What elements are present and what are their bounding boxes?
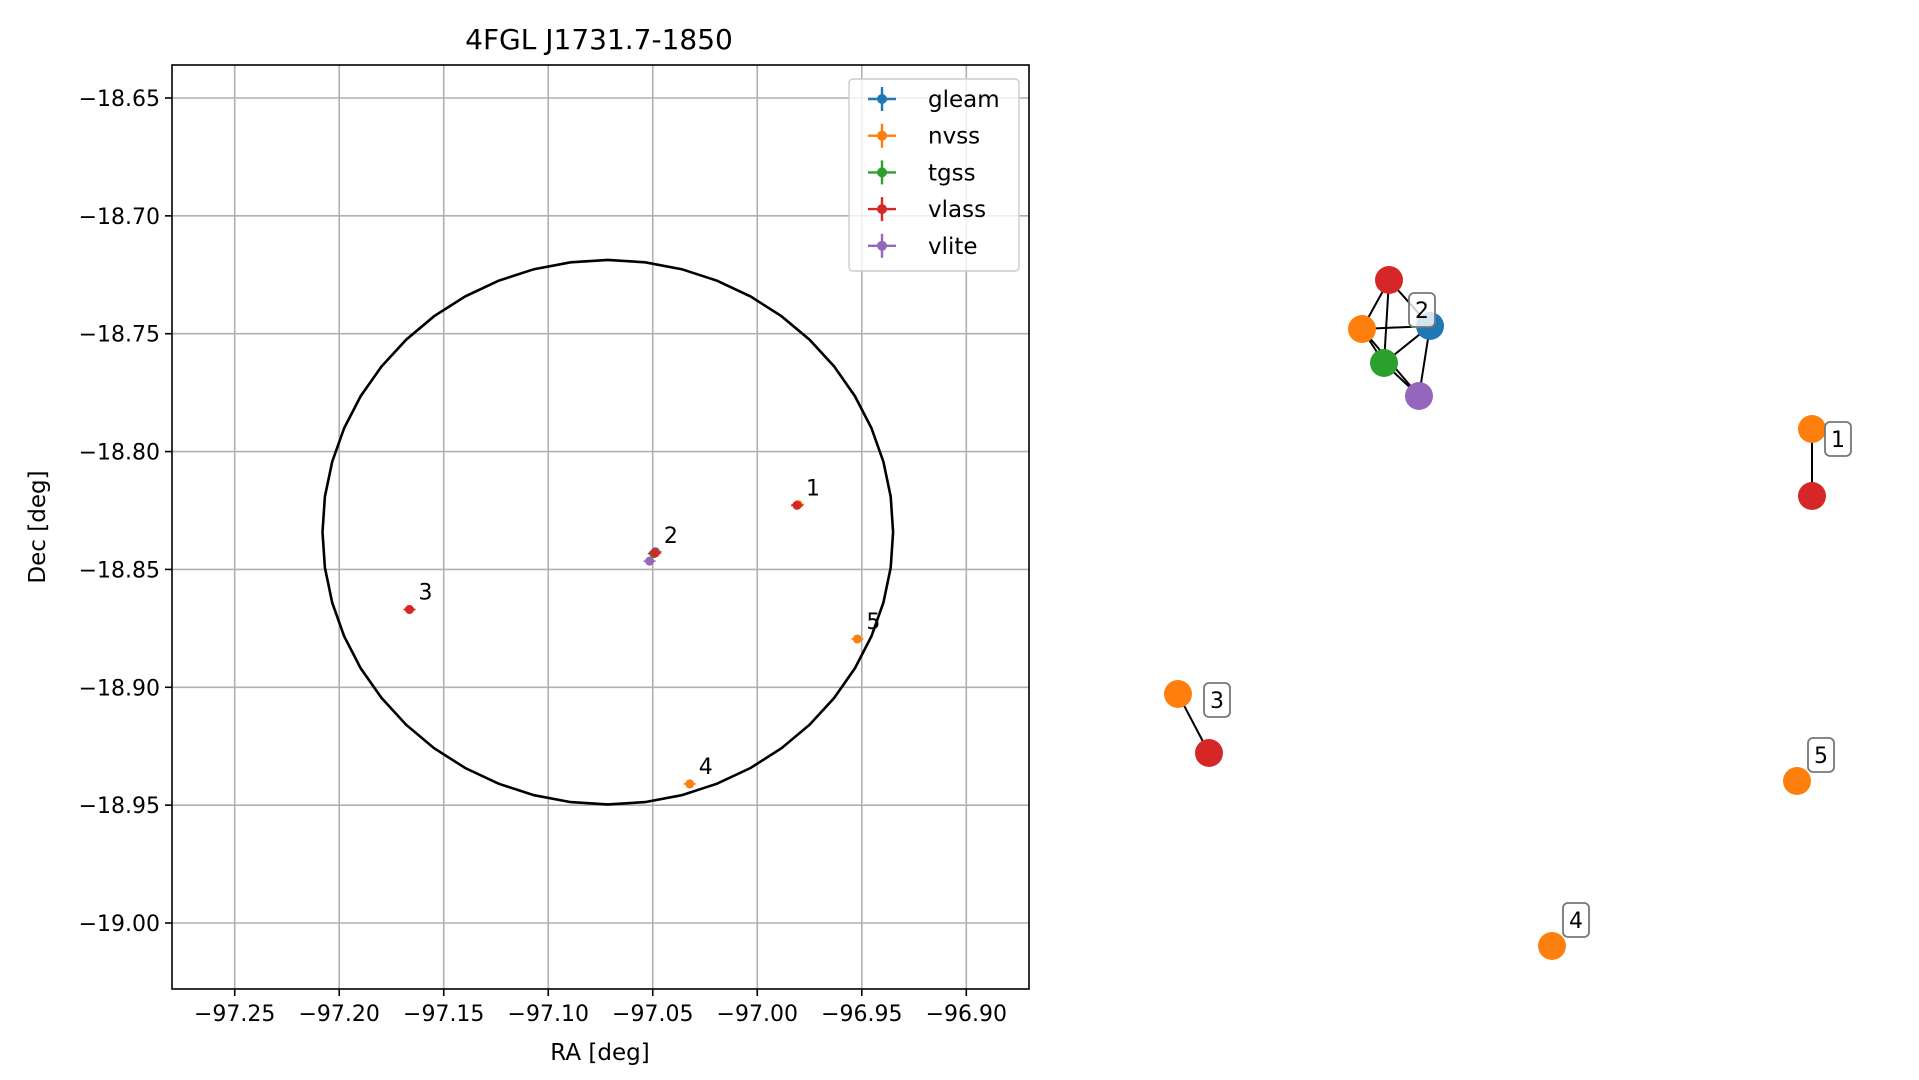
graph-node-vlass xyxy=(1798,482,1826,510)
x-axis-label: RA [deg] xyxy=(550,1040,649,1066)
x-tick-label: −97.15 xyxy=(403,1002,484,1027)
source-point-nvss xyxy=(683,779,696,789)
source-point-vlass xyxy=(648,548,661,558)
y-axis-label: Dec [deg] xyxy=(25,470,51,583)
y-tick-label: −18.85 xyxy=(79,558,160,583)
graph-group-label: 3 xyxy=(1203,682,1231,718)
source-point-vlass xyxy=(403,605,416,614)
graph-group-label: 4 xyxy=(1562,902,1590,938)
y-tick-label: −18.95 xyxy=(79,794,160,819)
graph-node-nvss xyxy=(1783,767,1811,795)
graph-node-nvss xyxy=(1798,415,1826,443)
graph-node-vlite xyxy=(1405,382,1433,410)
source-point-nvss xyxy=(851,634,864,644)
x-tick-label: −97.05 xyxy=(612,1002,693,1027)
legend-entry-gleam: gleam xyxy=(868,87,1000,113)
legend-entry-nvss: nvss xyxy=(868,123,980,150)
y-tick-label: −18.90 xyxy=(79,676,160,701)
source-annotation: 1 xyxy=(806,476,820,501)
source-point-vlass xyxy=(790,500,803,510)
legend-label: vlite xyxy=(928,234,978,260)
grid xyxy=(172,65,1029,989)
graph-node-tgss xyxy=(1370,349,1398,377)
legend-frame xyxy=(848,78,1020,272)
graph-edges xyxy=(1177,279,1813,754)
legend-label: nvss xyxy=(928,124,980,150)
graph-group-label: 2 xyxy=(1408,292,1436,328)
svg-text:2: 2 xyxy=(1415,299,1429,324)
localization-ellipse-layer xyxy=(321,258,895,806)
x-tick-label: −96.90 xyxy=(926,1002,1007,1027)
localization-ellipse xyxy=(321,258,895,806)
source-annotations: 4 5 1 2 3 xyxy=(418,476,880,780)
graph-node-nvss xyxy=(1538,932,1566,960)
graph-node-nvss xyxy=(1348,315,1376,343)
match-graph-panel: 1 2 3 4 5 xyxy=(1164,266,1852,960)
svg-text:1: 1 xyxy=(1831,428,1845,453)
graph-node-vlass xyxy=(1195,739,1223,767)
graph-group-labels: 1 2 3 4 5 xyxy=(1203,292,1852,938)
x-tick-label: −97.00 xyxy=(717,1002,798,1027)
graph-nodes xyxy=(1164,266,1826,960)
source-point-vlite xyxy=(643,556,656,566)
svg-text:3: 3 xyxy=(1210,689,1224,714)
chart-title: 4FGL J1731.7-1850 xyxy=(465,23,733,56)
x-axis-ticks: −97.25 −97.20 −97.15 −97.10 −97.05 −97.00 −96.… xyxy=(194,989,1007,1027)
source-annotation: 4 xyxy=(699,755,713,780)
y-tick-label: −19.00 xyxy=(79,912,160,937)
x-tick-label: −96.95 xyxy=(821,1002,902,1027)
graph-node-nvss xyxy=(1164,680,1192,708)
legend-entry-tgss: tgss xyxy=(868,160,976,186)
source-annotation: 3 xyxy=(418,581,432,606)
legend-label: vlass xyxy=(928,197,986,223)
y-tick-label: −18.80 xyxy=(79,441,160,466)
legend-label: gleam xyxy=(928,87,1000,113)
legend: gleam nvss tgss vlass vlite xyxy=(848,78,1020,272)
y-tick-label: −18.75 xyxy=(79,323,160,348)
source-annotation: 5 xyxy=(866,610,880,635)
plot-frame xyxy=(171,64,1030,990)
graph-group-label: 5 xyxy=(1807,737,1835,773)
x-tick-label: −97.20 xyxy=(299,1002,380,1027)
source-annotation: 2 xyxy=(664,524,678,549)
legend-entry-vlass: vlass xyxy=(868,197,986,223)
svg-text:4: 4 xyxy=(1569,909,1583,934)
x-tick-label: −97.10 xyxy=(508,1002,589,1027)
x-tick-label: −97.25 xyxy=(194,1002,275,1027)
y-tick-label: −18.70 xyxy=(79,205,160,230)
graph-group-label: 1 xyxy=(1824,421,1852,457)
y-tick-label: −18.65 xyxy=(79,87,160,112)
legend-label: tgss xyxy=(928,160,976,186)
source-points xyxy=(403,500,864,789)
svg-text:5: 5 xyxy=(1814,744,1828,769)
legend-entry-vlite: vlite xyxy=(868,233,978,260)
graph-node-vlass xyxy=(1375,266,1403,294)
y-axis-ticks: −18.65 −18.70 −18.75 −18.80 −18.85 −18.90 −18.… xyxy=(79,87,172,937)
sky-map-panel: 4FGL J1731.7-1850 −97.25 −97.20 −97.15 −97.… xyxy=(25,23,1030,1066)
